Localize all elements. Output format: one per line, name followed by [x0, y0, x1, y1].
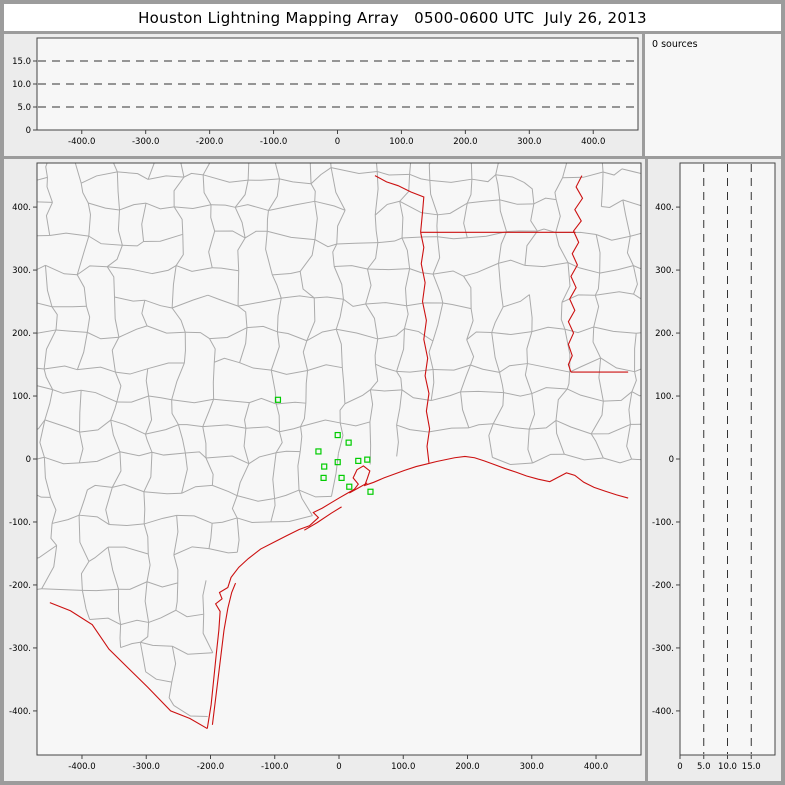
svg-text:-300.: -300.: [652, 644, 674, 654]
svg-text:-100.0: -100.0: [260, 137, 287, 147]
station-marker: [355, 457, 362, 464]
svg-text:100.0: 100.0: [391, 762, 415, 772]
svg-text:-200.0: -200.0: [197, 762, 224, 772]
svg-text:0: 0: [669, 455, 674, 465]
svg-text:400.0: 400.0: [584, 762, 608, 772]
station-marker: [338, 474, 345, 481]
svg-text:-200.0: -200.0: [196, 137, 223, 147]
y-axis-ticks: 400. 300. 200. 100. 0 -100. -200. -300. -400.: [9, 203, 37, 717]
red-river: [374, 175, 425, 233]
svg-text:400.: 400.: [12, 203, 31, 213]
svg-text:10.0: 10.0: [12, 80, 31, 90]
svg-text:10.0: 10.0: [718, 762, 737, 772]
y-axis-ticks: 400. 300. 200. 100. 0 -100. -200. -300. -400.: [652, 203, 680, 717]
station-marker: [334, 431, 341, 439]
plan-view-map-plot[interactable]: -400.0 -300.0 -200.0 -100.0 0 100.0 200.0 300.0…: [4, 159, 645, 781]
station-marker: [367, 488, 374, 495]
svg-text:200.: 200.: [12, 329, 31, 339]
svg-text:-200.: -200.: [9, 581, 31, 591]
title-bar: Houston Lightning Mapping Array 0500-060…: [4, 4, 781, 31]
svg-text:0: 0: [26, 126, 31, 136]
svg-text:300.: 300.: [655, 266, 674, 276]
sabine-border: [420, 232, 431, 463]
sources-count-panel: 0 sources: [645, 34, 781, 156]
svg-text:-300.0: -300.0: [132, 137, 159, 147]
svg-text:-400.: -400.: [652, 707, 674, 717]
svg-text:-400.0: -400.0: [68, 762, 95, 772]
ms-river: [567, 175, 584, 373]
svg-text:300.0: 300.0: [517, 137, 541, 147]
padre-island: [211, 582, 237, 725]
galveston-island: [349, 482, 368, 494]
svg-text:0: 0: [677, 762, 682, 772]
svg-text:5.0: 5.0: [17, 103, 31, 113]
y-axis-ticks: 15.0 10.0 5.0 0: [12, 57, 37, 136]
station-marker: [315, 448, 322, 455]
svg-text:100.: 100.: [655, 392, 674, 402]
x-axis-ticks: -400.0 -300.0 -200.0 -100.0 0 100.0 200.0 300.0…: [68, 130, 605, 147]
state-borders-and-coastline: [49, 175, 629, 730]
matagorda-peninsula: [304, 506, 342, 531]
svg-text:-300.: -300.: [9, 644, 31, 654]
station-marker: [334, 459, 341, 466]
svg-text:300.0: 300.0: [520, 762, 544, 772]
svg-text:0: 0: [26, 455, 31, 465]
svg-text:-300.0: -300.0: [133, 762, 160, 772]
station-marker: [274, 396, 282, 403]
coastline: [206, 455, 629, 729]
svg-text:200.0: 200.0: [455, 762, 479, 772]
sources-count-label: 0 sources: [652, 39, 698, 50]
altitude-ns-panel[interactable]: 0 5.0 10.0 15.0 400. 300. 200. 100. 0 -100. -200. -…: [648, 159, 781, 781]
plot-background: [37, 163, 641, 755]
map-content: [37, 163, 641, 730]
altitude-ns-plot[interactable]: 0 5.0 10.0 15.0 400. 300. 200. 100. 0 -100. -200. -…: [648, 159, 781, 781]
x-axis-ticks: -400.0 -300.0 -200.0 -100.0 0 100.0 200.0 300.0…: [68, 755, 608, 772]
svg-text:-100.: -100.: [652, 518, 674, 528]
plan-view-map-panel[interactable]: -400.0 -300.0 -200.0 -100.0 0 100.0 200.0 300.0…: [4, 159, 645, 781]
station-marker: [346, 483, 353, 490]
x-axis-ticks: 0 5.0 10.0 15.0: [677, 755, 761, 772]
svg-text:-200.: -200.: [652, 581, 674, 591]
svg-text:-400.: -400.: [9, 707, 31, 717]
svg-text:-100.: -100.: [9, 518, 31, 528]
svg-text:0: 0: [335, 137, 340, 147]
station-marker: [345, 439, 352, 446]
svg-text:-400.0: -400.0: [68, 137, 95, 147]
svg-text:15.0: 15.0: [742, 762, 761, 772]
svg-text:0: 0: [336, 762, 341, 772]
rio-grande: [49, 602, 208, 730]
station-marker: [320, 474, 327, 481]
county-boundaries: [37, 163, 641, 718]
svg-text:-100.0: -100.0: [261, 762, 288, 772]
station-marker: [364, 456, 371, 463]
svg-text:100.0: 100.0: [389, 137, 413, 147]
page-title: Houston Lightning Mapping Array 0500-060…: [138, 8, 647, 27]
altitude-ew-panel[interactable]: -400.0 -300.0 -200.0 -100.0 0 100.0 200.0 300.0…: [4, 34, 642, 156]
svg-text:400.: 400.: [655, 203, 674, 213]
svg-text:100.: 100.: [12, 392, 31, 402]
svg-text:300.: 300.: [12, 266, 31, 276]
svg-text:5.0: 5.0: [697, 762, 711, 772]
lma-stations: [274, 396, 374, 495]
svg-text:400.0: 400.0: [581, 137, 605, 147]
station-marker: [321, 463, 328, 470]
svg-text:15.0: 15.0: [12, 57, 31, 67]
svg-text:200.0: 200.0: [453, 137, 477, 147]
altitude-ew-plot[interactable]: -400.0 -300.0 -200.0 -100.0 0 100.0 200.0 300.0…: [4, 34, 642, 156]
svg-text:200.: 200.: [655, 329, 674, 339]
